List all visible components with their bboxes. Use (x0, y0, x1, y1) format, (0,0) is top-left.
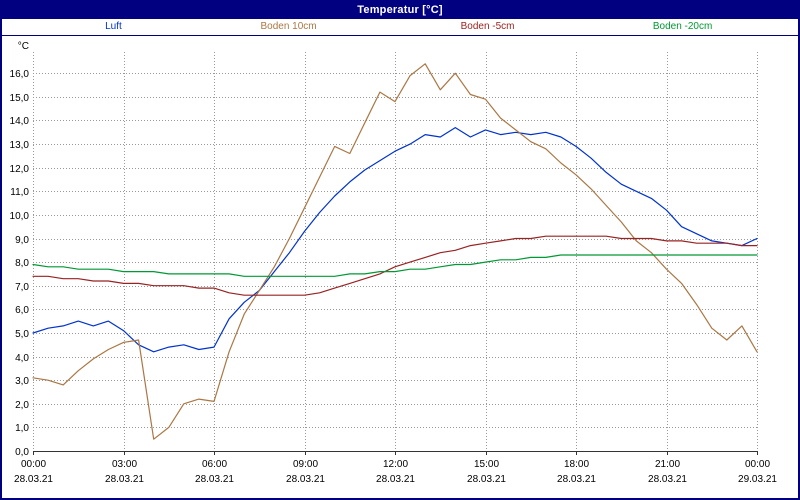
x-tick-date-label: 28.03.21 (286, 474, 325, 485)
y-tick-label: 4,0 (15, 353, 29, 364)
y-axis-unit-label: °C (18, 41, 29, 52)
x-tick-time-label: 03:00 (112, 459, 137, 470)
y-tick-label: 13,0 (10, 140, 30, 151)
series-line-boden-10cm (32, 63, 758, 440)
x-tick-time-label: 15:00 (474, 459, 499, 470)
y-tick-label: 15,0 (10, 93, 30, 104)
y-tick-label: 11,0 (10, 187, 29, 198)
x-tick-date-label: 28.03.21 (376, 474, 415, 485)
x-tick-time-label: 12:00 (383, 459, 408, 470)
plot-area: 00:00 28.03.21 03:00 28.03.21 06:00 28.03.21 0… (2, 36, 798, 498)
legend-item-boden-10cm: Boden 10cm (260, 21, 317, 32)
x-tick-time-label: 18:00 (564, 459, 589, 470)
y-tick-label: 3,0 (15, 376, 29, 387)
temperature-line-chart: 00:00 28.03.21 03:00 28.03.21 06:00 28.03.21 0… (10, 41, 778, 485)
y-tick-label: 10,0 (10, 211, 30, 222)
y-tick-label: 0,0 (15, 447, 29, 458)
series-line-boden-20cm (32, 254, 758, 277)
legend-item-boden-minus5cm: Boden -5cm (460, 21, 515, 32)
y-tick-label: 9,0 (15, 235, 29, 246)
x-tick-time-label: 00:00 (745, 459, 770, 470)
series-line-boden-5cm (32, 235, 758, 296)
y-tick-label: 5,0 (15, 329, 29, 340)
x-tick-date-label: 28.03.21 (467, 474, 506, 485)
x-tick-date-label: 28.03.21 (557, 474, 596, 485)
x-tick-time-label: 00:00 (21, 459, 46, 470)
y-tick-label: 2,0 (15, 400, 29, 411)
legend: Luft Boden 10cm Boden -5cm Boden -20cm (2, 19, 798, 36)
x-tick-date-label: 28.03.21 (195, 474, 234, 485)
x-tick-date-label: 29.03.21 (738, 474, 777, 485)
x-tick-date-label: 28.03.21 (648, 474, 687, 485)
chart-title: Temperatur [°C] (357, 4, 443, 16)
y-tick-label: 12,0 (10, 164, 30, 175)
x-tick-time-label: 21:00 (655, 459, 680, 470)
legend-item-luft: Luft (105, 21, 122, 32)
y-tick-label: 16,0 (10, 69, 30, 80)
y-tick-label: 7,0 (15, 282, 29, 293)
x-tick-date-label: 28.03.21 (105, 474, 144, 485)
legend-item-boden-minus20cm: Boden -20cm (652, 21, 713, 32)
y-tick-label: 8,0 (15, 258, 29, 269)
x-tick-date-label: 28.03.21 (14, 474, 53, 485)
y-tick-label: 6,0 (15, 305, 29, 316)
series-line-luft (32, 126, 758, 353)
x-tick-time-label: 09:00 (293, 459, 318, 470)
y-tick-label: 14,0 (10, 116, 30, 127)
title-bar: Temperatur [°C] (2, 2, 798, 19)
y-tick-label: 1,0 (15, 423, 29, 434)
x-tick-time-label: 06:00 (202, 459, 227, 470)
